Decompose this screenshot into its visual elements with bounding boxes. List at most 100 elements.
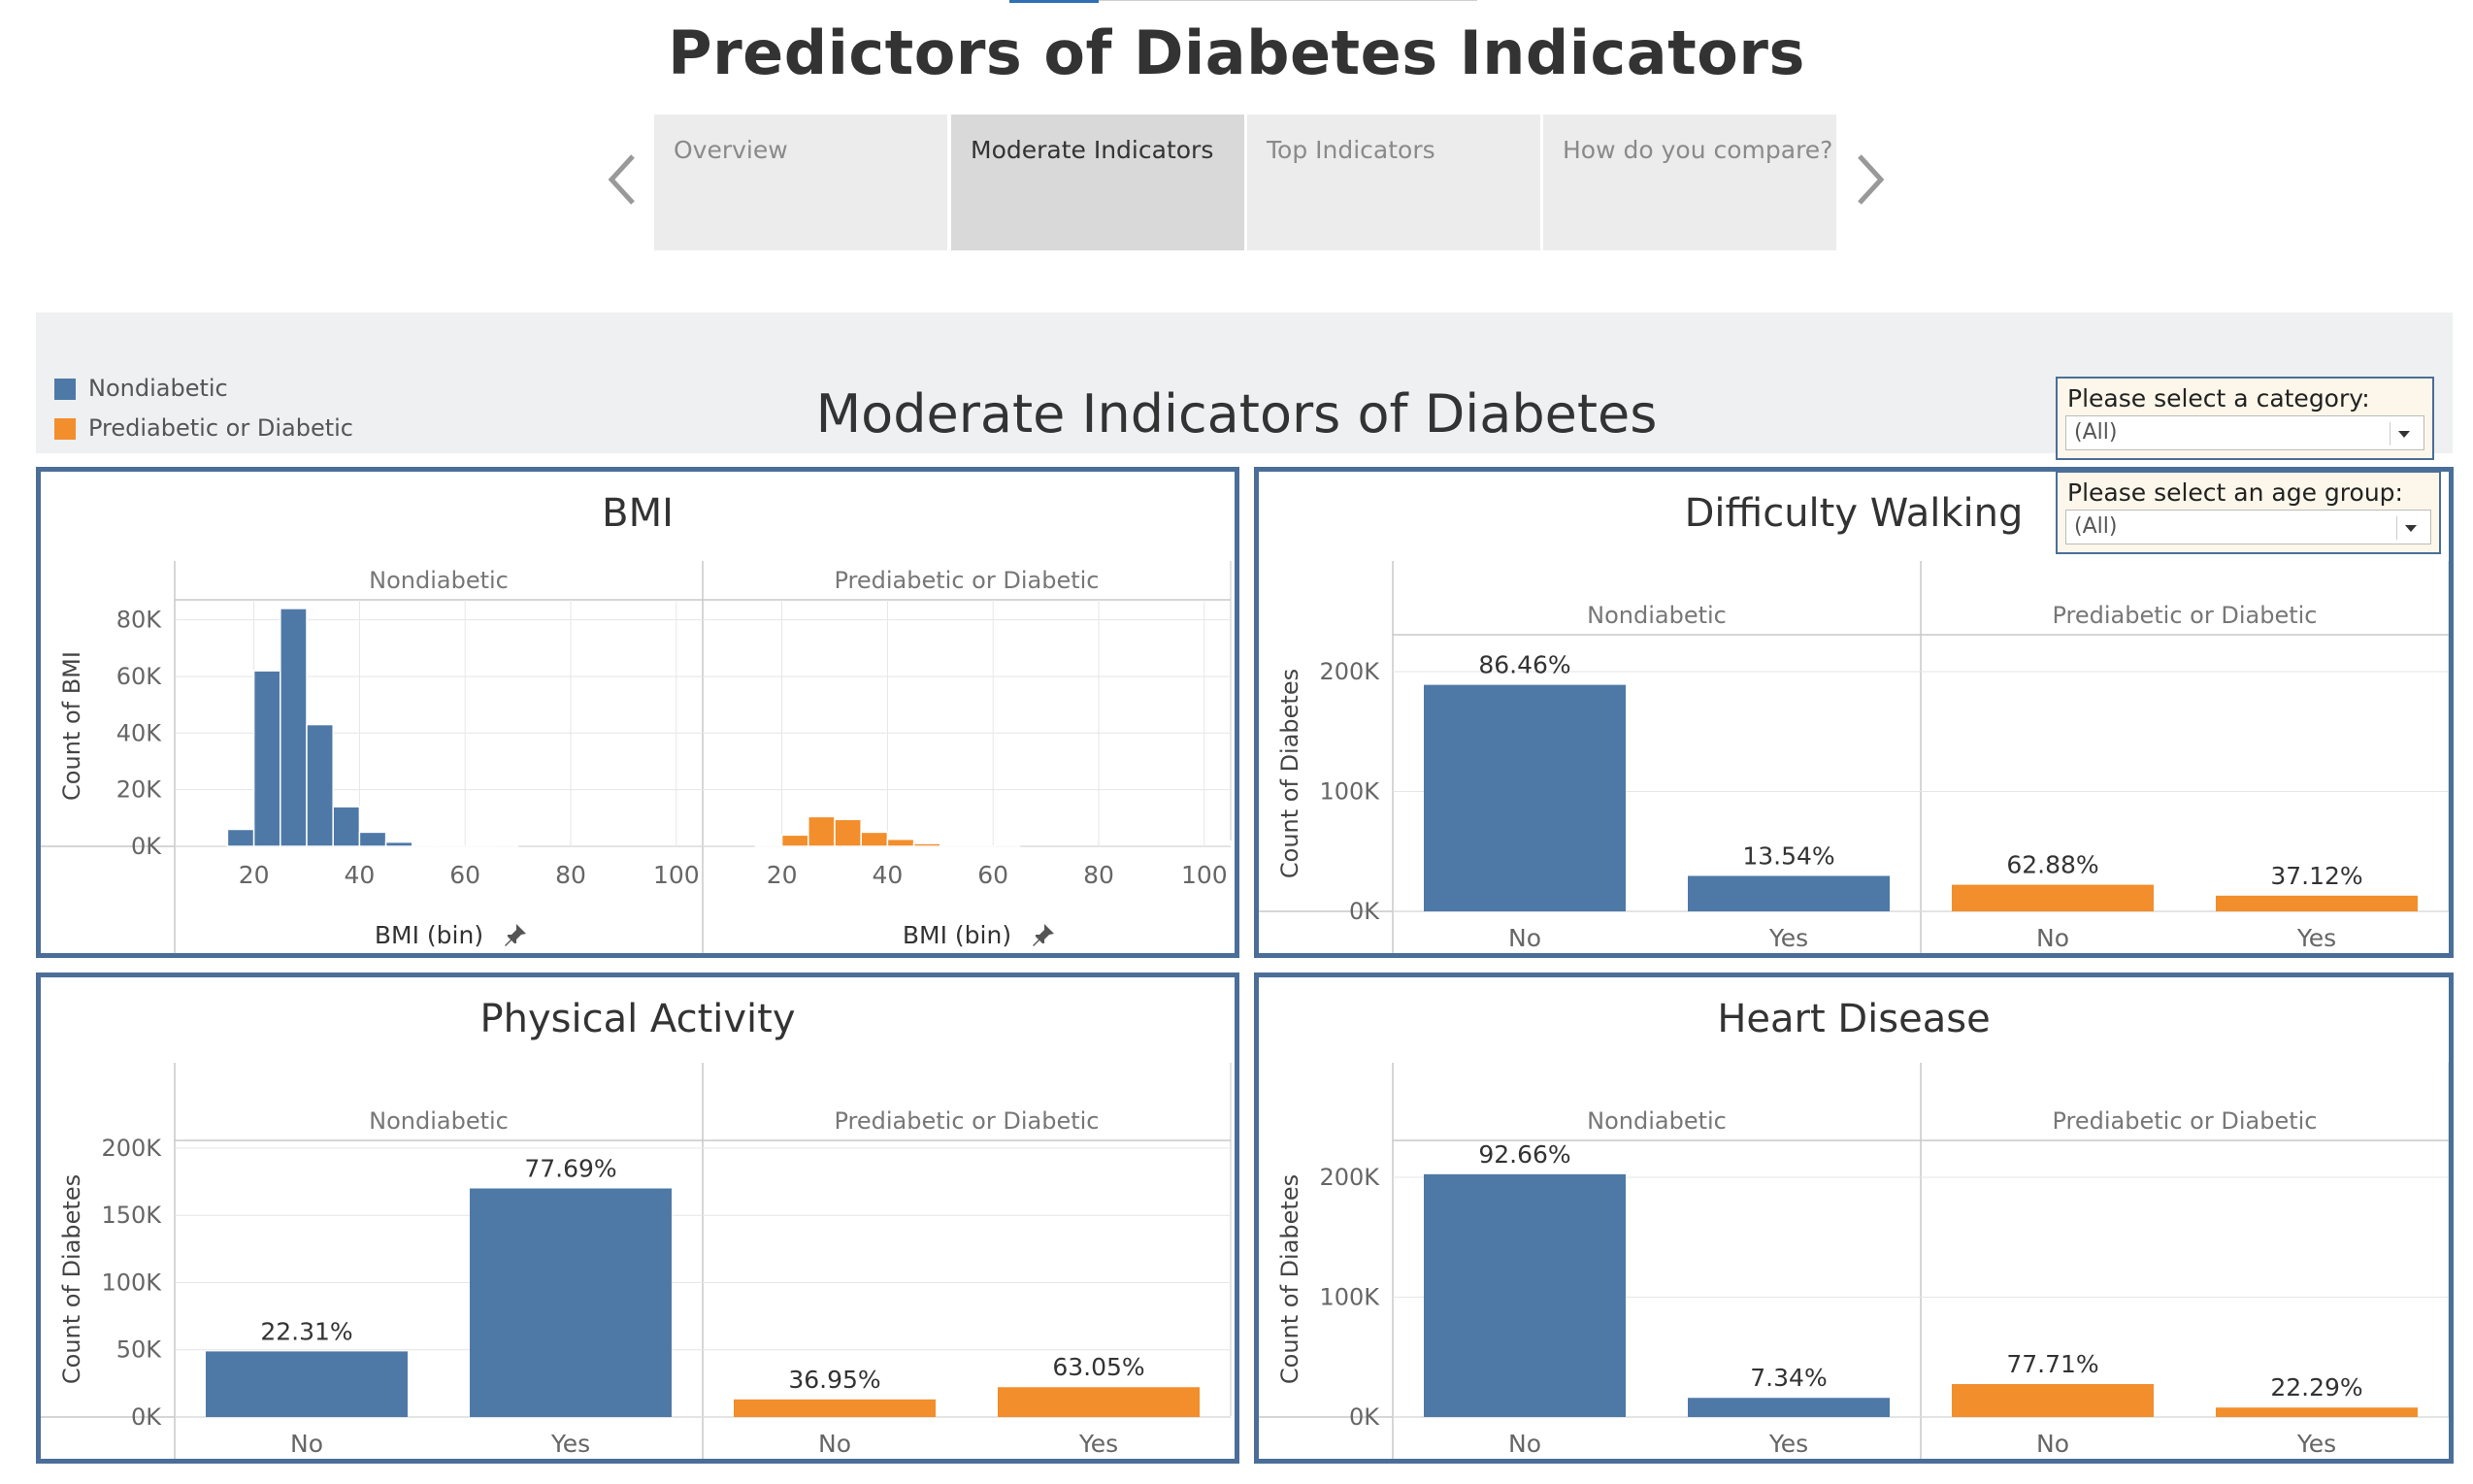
bar [1424,684,1626,911]
physical-activity-chart: Nondiabetic Prediabetic or Diabetic 0K 50K 1… [41,1063,1232,1459]
y-tick-label: 200K [1319,1164,1380,1191]
x-tick-label: 40 [344,861,375,889]
legend-label-nondiabetic[interactable]: Nondiabetic [88,375,228,402]
facet-header: Prediabetic or Diabetic [835,567,1100,594]
tab-label: Top Indicators [1267,136,1435,164]
facet-header: Nondiabetic [1587,602,1727,629]
page-title: Predictors of Diabetes Indicators [668,17,1805,88]
histogram-bar [834,818,862,847]
bar [2216,895,2418,911]
legend-label-prediabetic[interactable]: Prediabetic or Diabetic [88,414,353,442]
x-tick-label: No [290,1430,323,1458]
chart-title: BMI [602,491,674,536]
histogram-bar [754,844,783,847]
x-tick-label: Yes [2296,1430,2336,1458]
age-group-select[interactable]: (All) [2065,510,2431,544]
y-tick-label: 0K [1349,898,1380,925]
x-tick-label: No [2036,1430,2069,1458]
y-axis-label: Count of Diabetes [1276,1174,1303,1384]
x-tick-label: No [818,1430,851,1458]
x-tick-label: 20 [767,861,798,889]
category-select[interactable]: (All) [2065,415,2424,450]
bar [1952,1384,2154,1417]
x-tick-label: 100 [653,861,700,889]
y-tick-label: 0K [131,1403,162,1431]
pin-icon [505,924,526,946]
chevron-left-icon[interactable] [602,150,641,209]
x-tick-label: Yes [2296,924,2336,952]
y-tick-label: 60K [116,663,163,690]
category-select-value: (All) [2074,420,2118,445]
bar [2216,1407,2418,1417]
pin-icon [1033,924,1054,946]
histogram-bar [438,844,466,847]
tab-moderate-indicators[interactable]: Moderate Indicators [951,115,1244,250]
chart-title: Heart Disease [1717,997,1991,1041]
x-axis-label: BMI (bin) [375,921,483,949]
bar [1688,875,1890,911]
category-filter: Please select a category: (All) [2056,377,2434,460]
x-tick-label: Yes [1768,924,1808,952]
y-tick-label: 0K [1349,1403,1380,1431]
histogram-bar [280,608,308,847]
y-tick-label: 50K [116,1336,163,1364]
histogram-bar [940,844,968,847]
histogram-bar [912,842,941,847]
panel-physical-activity: Physical Activity Nondiabetic Prediabetic… [36,973,1239,1464]
histogram-bar [252,670,281,847]
y-tick-label: 40K [116,719,163,746]
data-label: 37.12% [2270,862,2362,890]
x-tick-label: Yes [1078,1430,1118,1458]
histogram-bar [358,831,387,847]
data-label: 86.46% [1478,651,1570,679]
x-tick-label: No [1508,924,1541,952]
y-axis-label: Count of Diabetes [58,1174,85,1384]
data-label: 62.88% [2006,851,2098,879]
chevron-down-icon[interactable] [2396,516,2424,540]
y-tick-label: 200K [101,1135,162,1162]
tab-top-indicators[interactable]: Top Indicators [1247,115,1540,250]
legend-swatch-prediabetic[interactable] [54,418,76,440]
chart-title: Physical Activity [479,997,796,1041]
x-tick-label: Yes [1768,1430,1808,1458]
data-label: 63.05% [1052,1353,1144,1381]
data-label: 77.71% [2006,1350,2098,1378]
section-title: Moderate Indicators of Diabetes [815,383,1658,445]
data-label: 36.95% [788,1366,880,1394]
tab-label: How do you compare? [1563,136,1833,164]
x-tick-label: 100 [1181,861,1228,889]
y-axis-label: Count of BMI [58,651,85,801]
panel-bmi: BMI Nondiabetic Prediabetic or Diabetic 0K… [36,467,1239,958]
age-group-filter: Please select an age group: (All) [2056,471,2441,554]
bar [206,1351,408,1417]
y-tick-label: 0K [131,833,162,860]
legend-swatch-nondiabetic[interactable] [54,379,76,400]
bmi-chart: Nondiabetic Prediabetic or Diabetic 0K 20K 4… [41,561,1232,953]
y-tick-label: 150K [101,1202,162,1229]
y-tick-label: 80K [116,607,163,634]
y-tick-label: 200K [1319,658,1380,685]
chevron-down-icon[interactable] [2390,422,2418,445]
bar [1952,884,2154,911]
heart-disease-chart: Nondiabetic Prediabetic or Diabetic 0K 100K… [1259,1063,2449,1459]
bar [1688,1398,1890,1417]
category-filter-label: Please select a category: [2067,384,2370,412]
x-tick-label: 40 [872,861,903,889]
y-tick-label: 100K [101,1269,162,1296]
top-divider [1099,0,1477,1]
x-tick-label: No [2036,924,2069,952]
facet-header: Prediabetic or Diabetic [835,1107,1100,1135]
tab-overview[interactable]: Overview [654,115,947,250]
histogram-bar [780,834,809,847]
tab-label: Moderate Indicators [971,136,1214,164]
y-tick-label: 20K [116,776,163,804]
facet-header: Prediabetic or Diabetic [2053,602,2318,629]
chevron-right-icon[interactable] [1852,150,1891,209]
bar [1424,1173,1626,1417]
tab-how-do-you-compare[interactable]: How do you compare? [1543,115,1836,250]
y-axis-label: Count of Diabetes [1276,669,1303,878]
histogram-bar [860,831,889,847]
y-tick-label: 100K [1319,778,1380,806]
histogram-bar [384,841,413,847]
x-tick-label: 60 [977,861,1008,889]
